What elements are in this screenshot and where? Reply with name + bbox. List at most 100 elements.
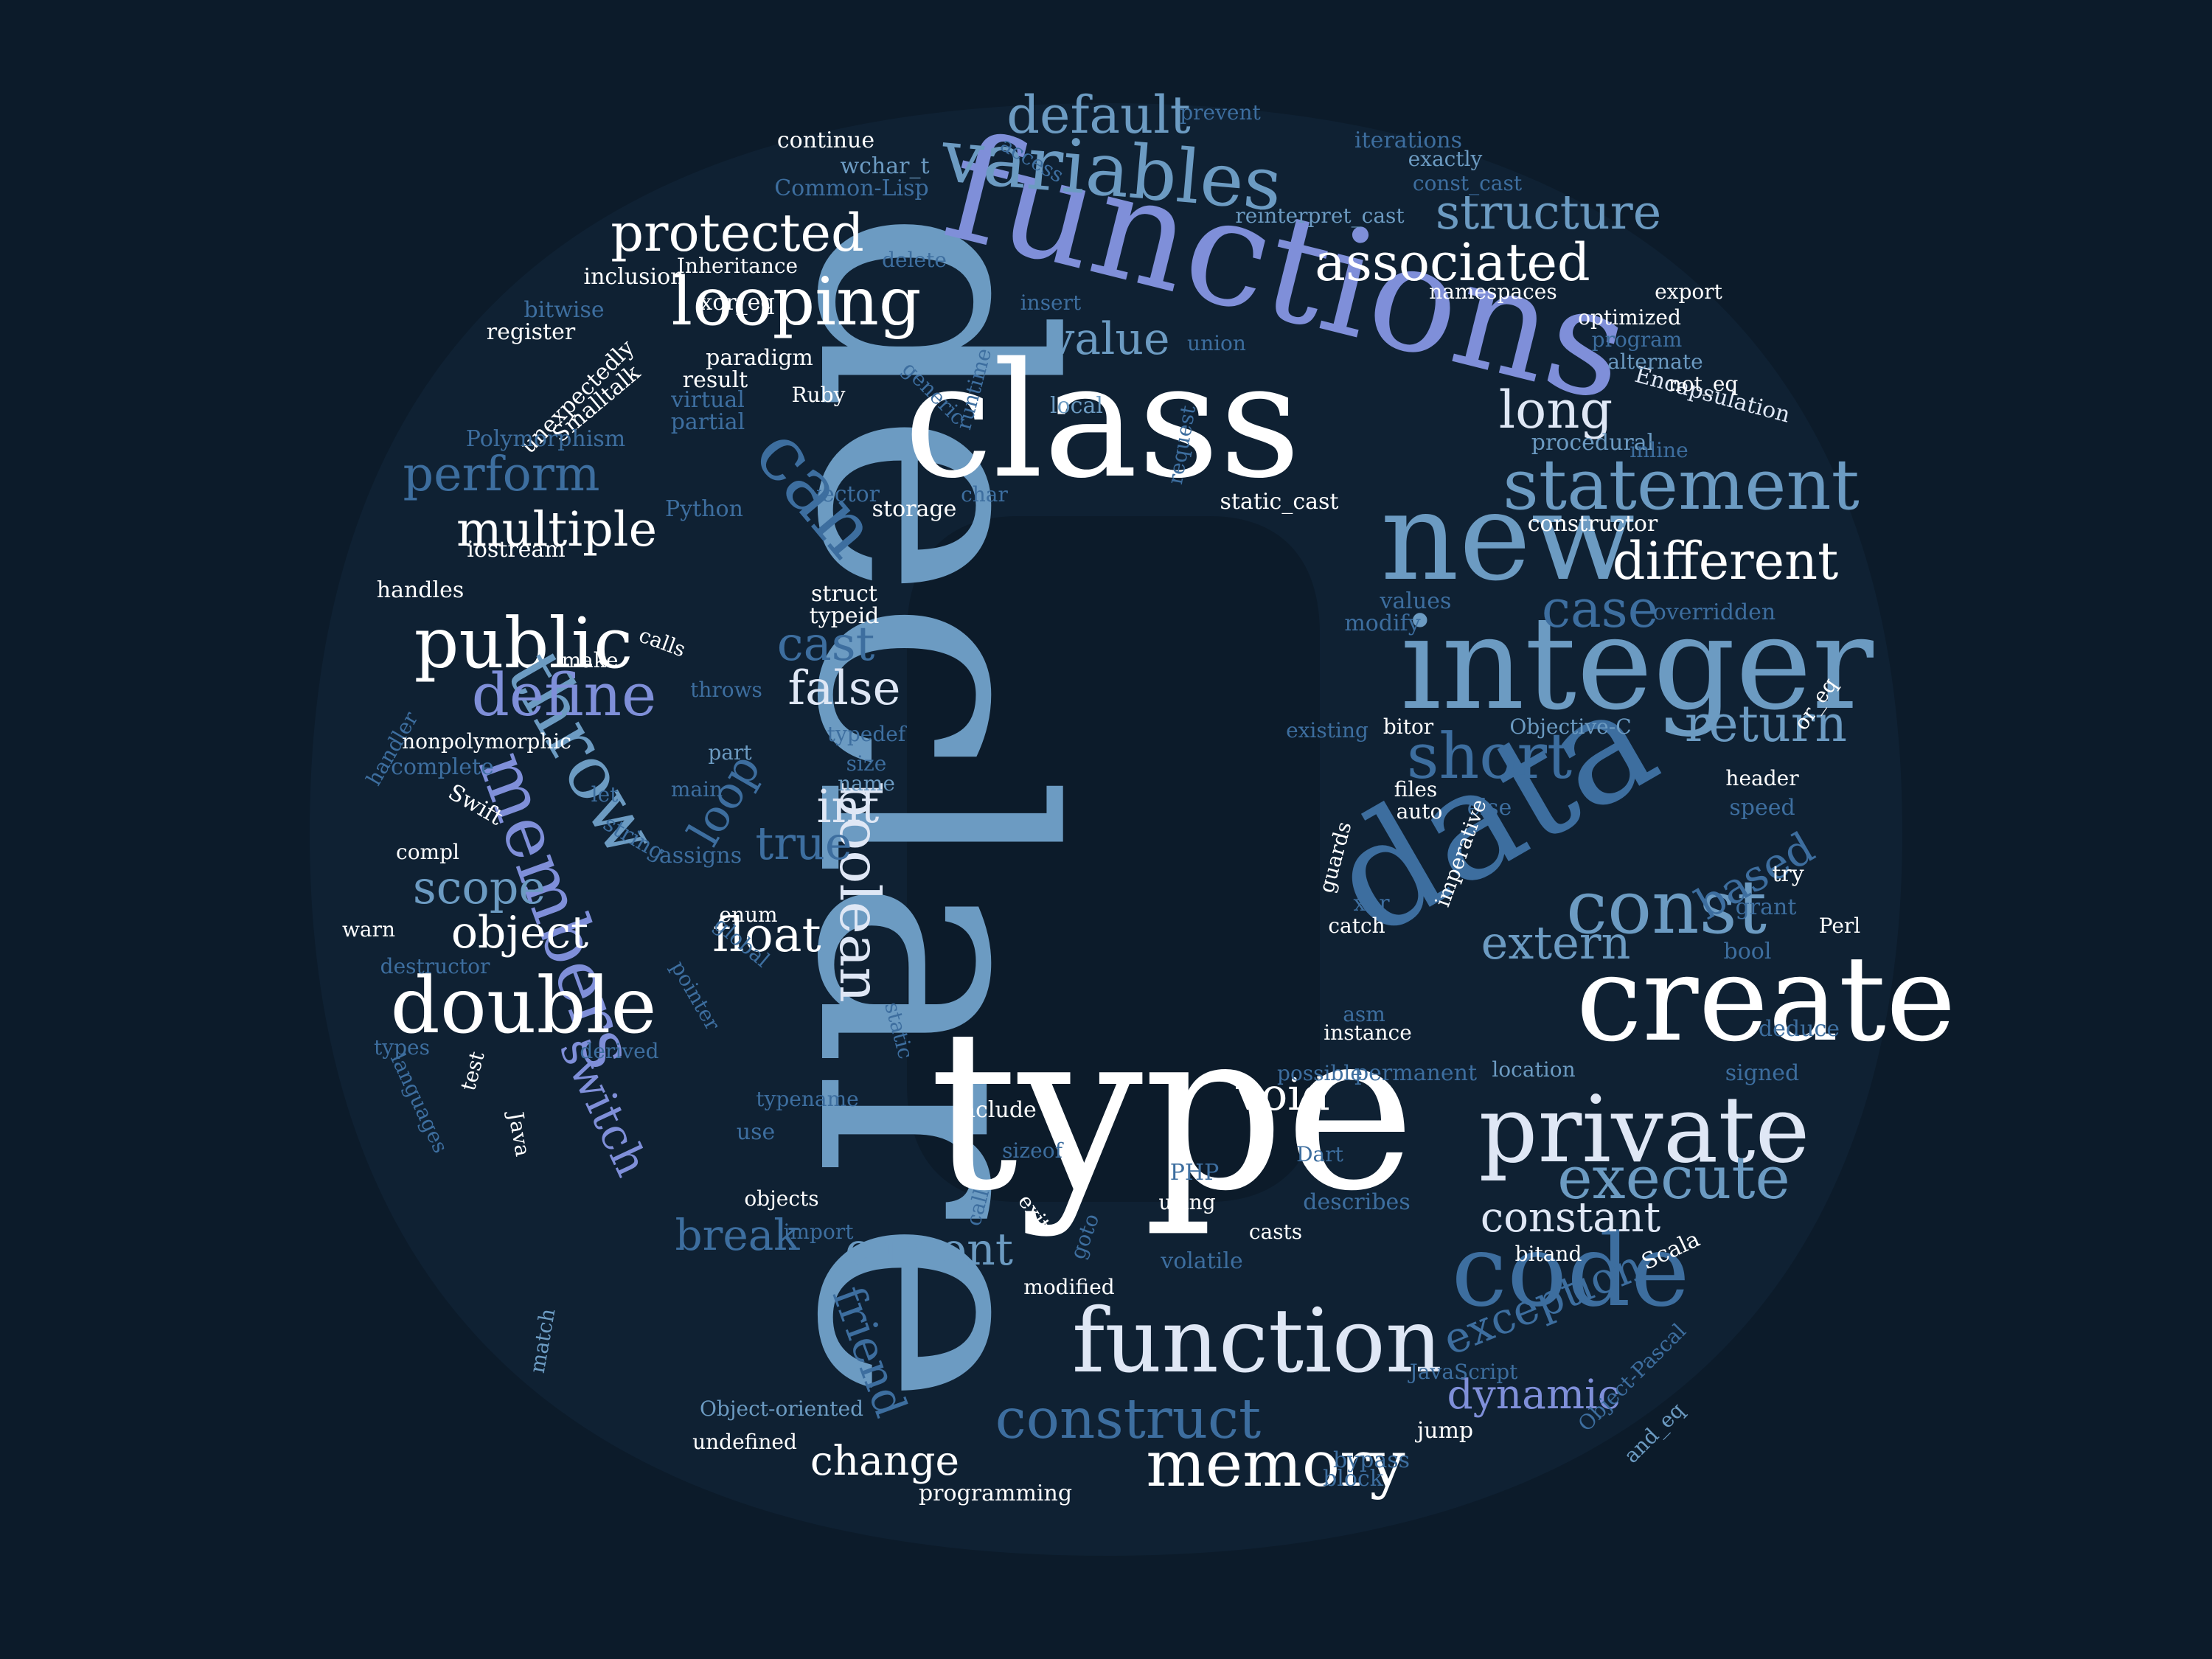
word-constructor: constructor (1528, 511, 1658, 537)
word-bitor: bitor (1383, 714, 1434, 739)
word-private: private (1478, 1077, 1809, 1183)
word-function: function (1072, 1290, 1442, 1393)
word-virtual: virtual (670, 387, 745, 413)
word-default: default (1006, 85, 1190, 145)
word-complete: complete (391, 754, 494, 780)
word-export: export (1655, 279, 1723, 304)
word-struct: struct (811, 581, 877, 607)
word-permanent: permanent (1354, 1060, 1477, 1086)
word-type: type (929, 982, 1416, 1239)
word-protected: protected (611, 203, 864, 263)
word-break: break (675, 1210, 801, 1260)
word-code: code (1451, 1213, 1689, 1329)
word-name: name (838, 771, 895, 796)
word-paradigm: paradigm (706, 345, 813, 371)
word-handles: handles (377, 577, 464, 603)
word-programming: programming (919, 1481, 1072, 1506)
word-use: use (737, 1119, 775, 1145)
word-xor: xor (1353, 891, 1390, 917)
word-local: local (1050, 393, 1103, 419)
word-cast: cast (777, 617, 875, 672)
word-modified: modified (1023, 1275, 1115, 1299)
word-warn: warn (342, 917, 395, 942)
word-undefined: undefined (692, 1430, 797, 1454)
word-volatile: volatile (1160, 1248, 1243, 1274)
word-program: program (1592, 327, 1683, 352)
word-vector: vector (808, 481, 880, 507)
word-return: return (1685, 695, 1847, 754)
word-catch: catch (1328, 914, 1385, 938)
word-long: long (1499, 380, 1613, 440)
word-bitand: bitand (1515, 1242, 1582, 1266)
word-inheritance: Inheritance (677, 254, 798, 278)
word-typedef: typedef (827, 722, 908, 746)
word-result: result (683, 367, 748, 393)
word-change: change (810, 1437, 959, 1484)
word-enum: enum (719, 902, 777, 927)
word-casts: casts (1249, 1220, 1302, 1244)
word-void: void (1235, 1069, 1330, 1121)
word-object: object (451, 907, 588, 959)
word-sizeof: sizeof (1002, 1138, 1065, 1163)
word-python: Python (665, 496, 743, 522)
letter-o-shape (310, 103, 1902, 1556)
word-inclusion: inclusion (583, 264, 684, 290)
word-extern: extern (1481, 916, 1631, 970)
word-using: using (1158, 1190, 1215, 1214)
word-compl: compl (396, 840, 459, 864)
word-throws: throws (690, 678, 762, 702)
word-instance: instance (1324, 1020, 1412, 1045)
word-exactly: exactly (1408, 147, 1483, 171)
word-alternate: alternate (1607, 349, 1703, 374)
word-location: location (1492, 1057, 1575, 1082)
word-prevent: prevent (1180, 100, 1261, 125)
word-xor-eq: xor_eq (700, 290, 774, 316)
word-multiple: multiple (456, 502, 657, 557)
word-constant: constant (1481, 1194, 1661, 1242)
word-double: double (391, 961, 657, 1051)
word-new: new (1380, 466, 1635, 608)
word-wchar-t: wchar_t (840, 153, 929, 179)
word-nonpolymorphic: nonpolymorphic (402, 729, 571, 754)
word-size: size (846, 751, 887, 776)
word-boolean: boolean (827, 782, 892, 1003)
word-include: include (954, 1097, 1037, 1123)
word-not-eq: not_eq (1669, 372, 1739, 396)
word-php: PHP (1170, 1160, 1220, 1186)
word-const-cast: const_cast (1413, 171, 1523, 195)
word-perform: perform (403, 447, 599, 502)
word-case: case (1542, 579, 1658, 639)
word-short: short (1407, 720, 1572, 793)
word-statement: statement (1503, 445, 1860, 526)
word-ruby: Ruby (792, 383, 846, 407)
word-current: current (845, 1224, 1013, 1276)
word-asm: asm (1343, 1002, 1385, 1026)
word-typeid: typeid (810, 603, 880, 629)
word-speed: speed (1729, 795, 1795, 821)
word-memory: memory (1146, 1428, 1405, 1501)
word-execute: execute (1557, 1144, 1790, 1212)
word-bypass: bypass (1333, 1447, 1410, 1473)
word-objective-c: Objective-C (1509, 714, 1631, 739)
word-let: let (591, 782, 619, 807)
word-types: types (374, 1035, 430, 1060)
word-dynamic: dynamic (1447, 1371, 1620, 1418)
word-deduce: deduce (1759, 1016, 1840, 1042)
word-register: register (487, 319, 576, 345)
word-perl: Perl (1819, 914, 1861, 938)
word-existing: existing (1286, 718, 1368, 742)
word-reinterpret-cast: reinterpret_cast (1235, 204, 1405, 228)
word-inline: inline (1630, 438, 1688, 462)
word-bitwise: bitwise (524, 297, 604, 323)
word-values: values (1380, 588, 1452, 614)
word-derived: derived (580, 1039, 658, 1063)
word-javascript: JavaScript (1408, 1360, 1519, 1384)
word-class: class (904, 328, 1301, 513)
word-construct: construct (995, 1386, 1261, 1451)
word-else: else (1467, 795, 1512, 821)
word-value: value (1048, 313, 1169, 365)
word-const: const (1566, 864, 1767, 950)
word-iterations: iterations (1354, 128, 1462, 153)
word-partial: partial (671, 409, 745, 435)
word-continue: continue (777, 128, 874, 153)
